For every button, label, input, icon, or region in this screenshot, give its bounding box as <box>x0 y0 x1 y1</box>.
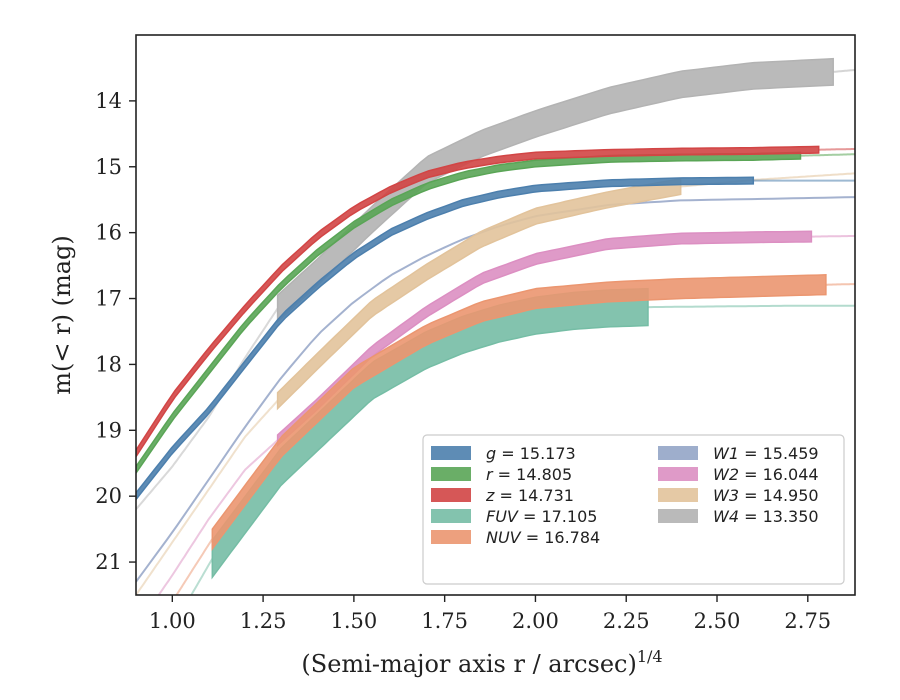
series-fuv-outer-extrapolation <box>648 304 855 309</box>
legend-swatch <box>658 488 698 502</box>
legend-label: W2 = 16.044 <box>713 465 819 484</box>
y-tick-label: 20 <box>95 484 122 508</box>
legend-item-w4: W4 = 13.350 <box>658 507 819 526</box>
legend-label: NUV = 16.784 <box>486 528 600 547</box>
legend-label: W4 = 13.350 <box>713 507 819 526</box>
x-axis-label: (Semi-major axis r / arcsec)1/4 <box>301 647 662 678</box>
legend-item-w3: W3 = 14.950 <box>658 486 819 505</box>
legend-label: z = 14.731 <box>485 486 574 505</box>
y-axis: 14 15 16 17 18 19 20 21 <box>95 89 136 574</box>
y-tick-label: 17 <box>95 287 122 311</box>
legend-label: g = 15.173 <box>486 444 576 463</box>
legend-swatch <box>431 446 471 460</box>
x-tick-label: 2.00 <box>512 609 559 633</box>
legend-label: W1 = 15.459 <box>713 444 819 463</box>
y-tick-label: 16 <box>95 221 122 245</box>
legend-item-fuv: FUV = 17.105 <box>431 507 597 526</box>
curve-layer <box>136 57 855 595</box>
legend-item-nuv: NUV = 16.784 <box>431 528 600 547</box>
legend-swatch <box>431 488 471 502</box>
x-tick-label: 2.50 <box>694 609 741 633</box>
series-w2-band <box>276 230 813 448</box>
series-w2-outer-extrapolation <box>811 234 855 238</box>
x-axis: 1.00 1.25 1.50 1.75 2.00 2.25 2.50 2.75 <box>149 595 831 633</box>
legend-swatch <box>431 509 471 523</box>
y-tick-label: 14 <box>95 89 122 113</box>
series-r-outer-extrapolation <box>800 153 855 157</box>
series-r-band <box>136 151 802 475</box>
y-axis-label: m(< r) (mag) <box>48 235 76 394</box>
legend: g = 15.173 r = 14.805 z = 14.731 FUV = 17.1… <box>422 434 845 585</box>
series-nuv <box>175 274 855 595</box>
y-tick-label: 18 <box>95 352 122 376</box>
x-tick-label: 1.75 <box>421 609 468 633</box>
legend-item-r: r = 14.805 <box>431 465 572 484</box>
y-tick-label: 15 <box>95 155 122 179</box>
series-z-outer-extrapolation <box>818 148 855 151</box>
legend-swatch <box>658 446 698 460</box>
series-fuv-inner-extrapolation <box>190 558 214 595</box>
series-g <box>136 176 855 501</box>
legend-swatch <box>431 467 471 481</box>
x-tick-label: 1.50 <box>330 609 377 633</box>
x-tick-label: 1.00 <box>149 609 196 633</box>
legend-item-z: z = 14.731 <box>431 486 574 505</box>
plot-frame <box>135 34 856 596</box>
x-axis-label-superscript: 1/4 <box>637 647 663 666</box>
series-z <box>136 145 855 458</box>
series-nuv-outer-extrapolation <box>825 283 855 286</box>
legend-swatch <box>658 467 698 481</box>
series-w2-inner-extrapolation <box>157 439 279 595</box>
series-w3-band <box>276 177 682 411</box>
legend-item-w2: W2 = 16.044 <box>658 465 819 484</box>
x-tick-label: 2.25 <box>603 609 650 633</box>
series-nuv-inner-extrapolation <box>175 538 214 595</box>
legend-swatch <box>658 509 698 523</box>
x-tick-label: 1.25 <box>240 609 287 633</box>
legend-label: FUV = 17.105 <box>486 507 597 526</box>
x-axis-label-text: (Semi-major axis r / arcsec) <box>301 650 636 678</box>
series-w4-outer-extrapolation <box>833 68 855 73</box>
legend-box <box>422 434 845 585</box>
series-z-band <box>136 145 820 458</box>
legend-label: r = 14.805 <box>486 465 572 484</box>
y-tick-label: 19 <box>95 418 122 442</box>
y-tick-label: 21 <box>95 550 122 574</box>
series-w2 <box>157 230 855 595</box>
series-g-band <box>136 176 755 501</box>
series-nuv-band <box>211 274 827 552</box>
series-w4-inner-extrapolation <box>136 307 279 511</box>
legend-label: W3 = 14.950 <box>713 486 819 505</box>
x-tick-label: 2.75 <box>784 609 831 633</box>
legend-swatch <box>431 530 471 544</box>
series-r <box>136 151 855 475</box>
legend-item-w1: W1 = 15.459 <box>658 444 819 463</box>
legend-item-g: g = 15.173 <box>431 444 576 463</box>
series-w3-inner-extrapolation <box>136 399 279 595</box>
